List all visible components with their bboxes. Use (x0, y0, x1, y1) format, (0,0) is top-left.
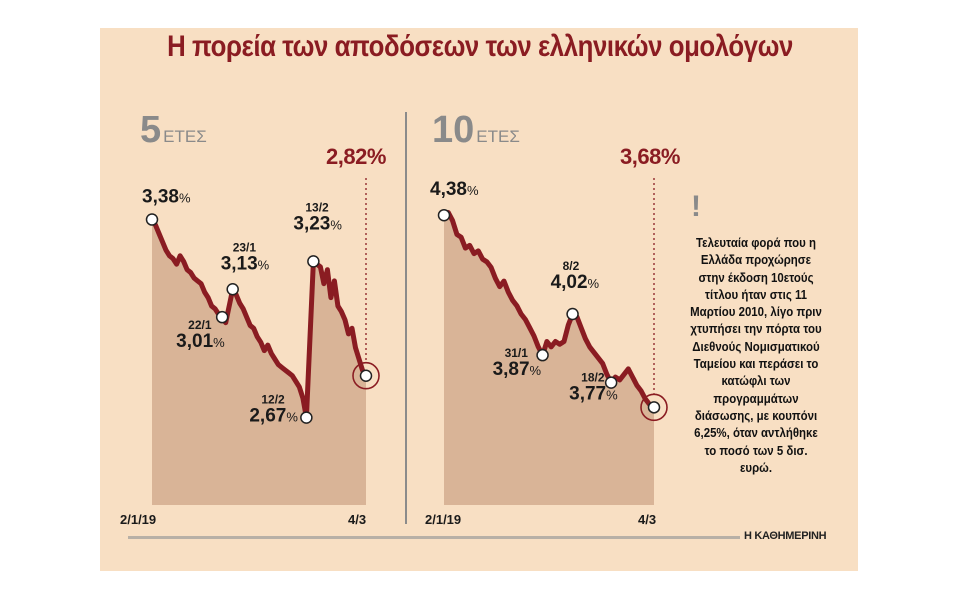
annotation-date: 23/1 (233, 240, 257, 254)
annotation-point (437, 208, 451, 222)
chart-title: Η πορεία των αποδόσεων των ελληνικών ομο… (167, 30, 793, 63)
final-value-label: 2,82% (326, 144, 386, 169)
annotation-number: 3,13 (221, 253, 258, 274)
x-end-label: 4/3 (348, 512, 366, 527)
annotation-date: 22/1 (188, 318, 212, 332)
annotation-point (226, 283, 239, 296)
x-start-label: 2/1/19 (425, 512, 461, 527)
annotation-value: 3,13% (221, 253, 270, 274)
heading-number: 10 (432, 109, 474, 151)
chart-heading: 5 ΕΤΕΣ (140, 109, 207, 151)
annotation-number: 2,67 (249, 406, 286, 427)
annotation-percent: % (213, 335, 225, 350)
exclamation-icon: ! (691, 190, 701, 223)
x-end-label: 4/3 (638, 512, 656, 527)
annotation-value: 4,38% (430, 179, 479, 200)
heading-number: 5 (140, 109, 161, 151)
annotation-number: 3,38 (142, 187, 179, 208)
final-marker-ring (352, 361, 380, 390)
annotation-value: 4,02% (551, 272, 600, 293)
annotation-point (300, 411, 313, 424)
annotation-date: 8/2 (563, 259, 580, 273)
annotation-number: 3,23 (293, 213, 330, 234)
annotation-date: 18/2 (581, 371, 605, 385)
x-start-label: 2/1/19 (120, 512, 156, 527)
footer-rule (128, 536, 740, 539)
annotation-value: 3,38% (142, 187, 191, 208)
annotation-date: 31/1 (505, 346, 529, 360)
chart-5-year: 2,82%5 ΕΤΕΣ3,38%22/13,01%23/13,13%12/22,6… (120, 109, 386, 527)
heading-unit: ΕΤΕΣ (163, 127, 207, 146)
chart-heading: 10 ΕΤΕΣ (432, 109, 520, 151)
annotation-value: 3,77% (569, 384, 618, 405)
annotation-percent: % (530, 363, 542, 378)
annotation-value: 3,01% (176, 331, 225, 352)
annotation-value: 2,67% (249, 406, 298, 427)
series-line (149, 217, 369, 421)
annotation-percent: % (258, 257, 270, 272)
annotation-percent: % (467, 183, 479, 198)
annotation-number: 3,87 (493, 359, 530, 380)
final-marker (647, 401, 661, 414)
annotation-percent: % (330, 217, 342, 232)
annotation-point (215, 310, 229, 324)
annotation-value: 3,23% (293, 213, 342, 234)
annotation-number: 4,02 (551, 272, 588, 293)
annotation-percent: % (286, 410, 298, 425)
series-line (441, 210, 657, 410)
final-marker (359, 369, 373, 382)
annotation-number: 4,38 (430, 179, 467, 200)
annotation-point (145, 213, 159, 226)
series-area (444, 212, 654, 505)
source-label: Η ΚΑΘΗΜΕΡΙΝΗ (744, 530, 827, 542)
annotation-point (566, 307, 579, 321)
annotation-point (307, 255, 320, 268)
final-value-label: 3,68% (620, 144, 680, 169)
side-note-text: Τελευταία φορά που η Ελλάδα προχώρησε στ… (690, 235, 822, 475)
annotation-number: 3,01 (176, 331, 213, 352)
annotation-value: 3,87% (493, 359, 542, 380)
final-marker-ring (640, 393, 668, 422)
annotation-point (536, 348, 549, 362)
annotation-point (604, 376, 618, 389)
heading-unit: ΕΤΕΣ (476, 127, 520, 146)
annotation-percent: % (588, 276, 600, 291)
annotation-date: 13/2 (305, 200, 329, 214)
annotation-percent: % (179, 191, 191, 206)
annotation-percent: % (606, 388, 618, 403)
chart-10-year: 3,68%10 ΕΤΕΣ4,38%31/13,87%8/24,02%18/23,7… (425, 109, 680, 527)
panel-divider (405, 112, 407, 524)
annotation-date: 12/2 (261, 393, 285, 407)
annotation-number: 3,77 (569, 384, 606, 405)
